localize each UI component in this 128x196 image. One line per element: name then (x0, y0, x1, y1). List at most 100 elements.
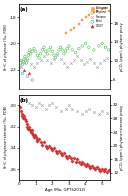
Point (33, 65, 35, 68)
Point (48, 144, 50, 147)
Point (30, 130, 32, 133)
Point (71, 48, 73, 52)
Point (53, 57, 55, 61)
Point (56, 52, 58, 55)
Point (103, 170, 105, 173)
Point (53, 146, 55, 149)
Point (98, 167, 100, 171)
Point (50, 61, 52, 64)
Point (38, 56, 40, 59)
Point (25, 123, 28, 126)
Point (76, 158, 78, 161)
Point (19, 65, 21, 68)
Point (68, 104, 70, 107)
Point (98, 44, 100, 48)
Point (71, 159, 73, 162)
Point (78, 47, 80, 50)
Point (74, 160, 77, 163)
Point (108, 169, 110, 172)
Point (81, 112, 83, 115)
Point (89, 57, 92, 61)
Point (36, 140, 38, 143)
Point (58, 48, 60, 52)
Point (63, 152, 65, 155)
Point (25, 98, 27, 102)
Point (29, 128, 31, 131)
Point (45, 144, 47, 147)
Point (106, 56, 108, 59)
Point (46, 146, 48, 149)
Point (108, 48, 110, 52)
Point (48, 104, 50, 107)
Point (50, 46, 52, 49)
Point (53, 54, 55, 57)
Y-axis label: δ¹³C of phytane+sterane (‰, PDB): δ¹³C of phytane+sterane (‰, PDB) (4, 106, 8, 168)
Point (101, 109, 103, 112)
Point (96, 165, 98, 169)
Point (108, 9, 110, 12)
Point (19, 106, 21, 109)
Point (55, 56, 57, 59)
Point (84, 109, 87, 112)
Point (45, 50, 47, 53)
Point (60, 152, 62, 155)
Point (35, 138, 38, 141)
Point (74, 51, 77, 54)
Point (48, 48, 50, 52)
Point (51, 50, 53, 53)
Point (51, 102, 53, 105)
Point (21, 63, 23, 66)
Y-axis label: pCO₂ (ppm), phytane+sterane proxy: pCO₂ (ppm), phytane+sterane proxy (120, 105, 124, 170)
Point (106, 111, 108, 114)
Point (21, 112, 23, 115)
Point (63, 52, 65, 55)
Point (23, 114, 25, 118)
Point (30, 63, 32, 66)
Point (84, 164, 87, 167)
Point (35, 50, 37, 53)
Point (21, 72, 23, 75)
Point (32, 133, 34, 137)
Point (66, 47, 68, 50)
Point (104, 6, 106, 10)
Point (91, 164, 93, 167)
Point (70, 29, 72, 32)
Point (33, 47, 35, 50)
Point (101, 167, 103, 171)
Point (73, 26, 75, 29)
Point (29, 48, 31, 52)
Point (73, 157, 75, 160)
Point (23, 68, 25, 71)
Point (63, 61, 65, 64)
Point (28, 72, 30, 75)
Point (28, 102, 30, 105)
Point (21, 96, 23, 99)
Point (65, 107, 67, 110)
Point (84, 42, 87, 45)
Point (60, 109, 62, 112)
Point (30, 128, 33, 131)
Point (24, 55, 26, 58)
Point (86, 60, 88, 63)
Point (36, 54, 38, 57)
Point (38, 138, 40, 141)
Point (41, 143, 43, 146)
Point (26, 125, 28, 128)
Text: (a): (a) (20, 7, 28, 12)
Point (51, 148, 53, 152)
Point (99, 61, 102, 64)
Point (99, 170, 102, 173)
Point (21, 114, 23, 118)
Point (65, 31, 67, 34)
Point (34, 133, 36, 137)
Point (61, 154, 63, 157)
Point (20, 61, 22, 64)
Point (79, 59, 82, 62)
Point (66, 65, 68, 68)
Point (86, 162, 88, 165)
Point (93, 48, 95, 52)
Point (65, 155, 67, 158)
Point (96, 9, 98, 12)
Point (26, 59, 28, 62)
Point (78, 160, 80, 163)
